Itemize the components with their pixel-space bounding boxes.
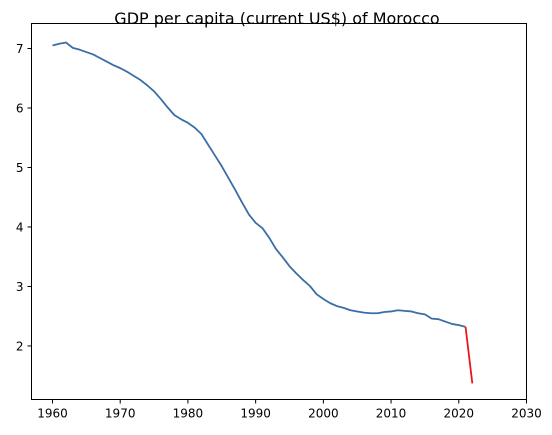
x-axis: 1960 1970 1980 1990 2000 2010 2020 2030 bbox=[37, 400, 542, 421]
series-line-1 bbox=[466, 327, 473, 384]
x-tick-label: 1980 bbox=[173, 407, 204, 421]
chart-title: GDP per capita (current US$) of Morocco bbox=[114, 9, 439, 28]
plot-area bbox=[52, 43, 472, 384]
x-tick-label: 1960 bbox=[37, 407, 68, 421]
x-tick-label: 2000 bbox=[308, 407, 339, 421]
plot-frame bbox=[32, 24, 527, 400]
x-tick-label: 2030 bbox=[511, 407, 542, 421]
y-tick-label: 2 bbox=[16, 339, 24, 353]
y-tick-label: 5 bbox=[16, 161, 24, 175]
y-axis: 2 3 4 5 6 7 bbox=[16, 42, 32, 353]
x-tick-label: 1970 bbox=[105, 407, 136, 421]
y-tick-label: 6 bbox=[16, 101, 24, 115]
y-tick-label: 4 bbox=[16, 220, 24, 234]
x-tick-label: 2020 bbox=[444, 407, 475, 421]
series-line-0 bbox=[52, 43, 465, 327]
y-tick-label: 3 bbox=[16, 280, 24, 294]
x-tick-label: 1990 bbox=[240, 407, 271, 421]
y-tick-label: 7 bbox=[16, 42, 24, 56]
x-tick-label: 2010 bbox=[376, 407, 407, 421]
